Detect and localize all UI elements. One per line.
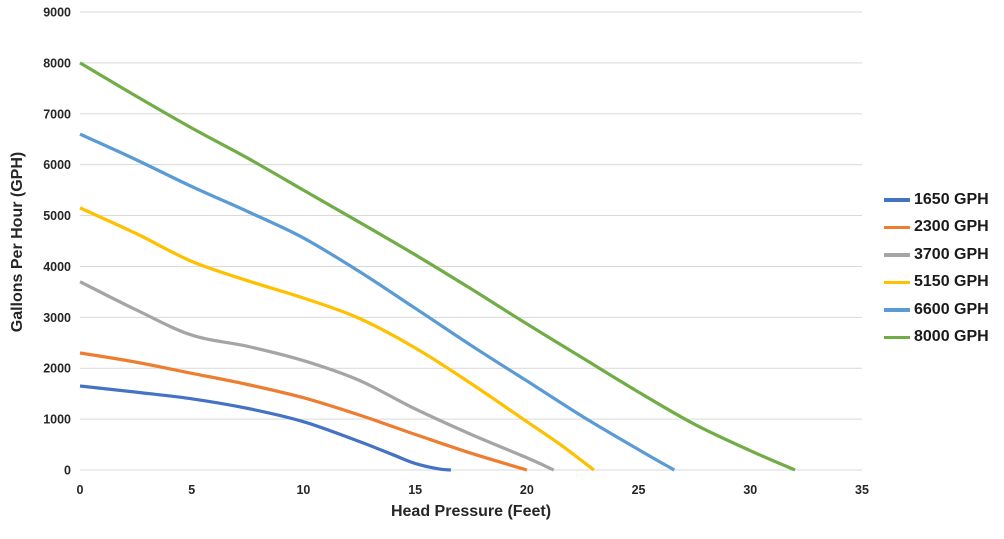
legend-item-8000-gph: 8000 GPH [884, 324, 989, 352]
x-axis-title: Head Pressure (Feet) [390, 503, 552, 520]
legend-item-5150-gph: 5150 GPH [884, 269, 989, 297]
legend: 1650 GPH 2300 GPH 3700 GPH 5150 GPH 6600 GPH… [884, 186, 989, 351]
legend-label: 2300 GPH [914, 218, 989, 236]
y-tick-5000: 5000 [43, 209, 71, 223]
legend-item-2300-gph: 2300 GPH [884, 214, 989, 242]
legend-item-6600-gph: 6600 GPH [884, 296, 989, 324]
series-line-6600-gph [79, 132, 676, 472]
y-axis-title: Gallons Per Hour (GPH) [9, 151, 26, 333]
y-tick-4000: 4000 [43, 260, 71, 274]
x-tick-15: 15 [408, 483, 422, 497]
y-tick-8000: 8000 [43, 56, 71, 70]
legend-swatch-icon [884, 198, 910, 202]
legend-swatch-icon [884, 280, 910, 284]
x-tick-25: 25 [632, 483, 646, 497]
x-tick-30: 30 [743, 483, 757, 497]
legend-label: 5150 GPH [914, 273, 989, 291]
legend-label: 1650 GPH [914, 190, 989, 208]
series-line-8000-gph [79, 61, 796, 472]
series-line-1650-gph [79, 384, 452, 472]
series-line-3700-gph [79, 280, 555, 472]
series-line-5150-gph [79, 206, 595, 472]
legend-label: 3700 GPH [914, 245, 989, 263]
series-line-2300-gph [79, 351, 528, 472]
y-tick-3000: 3000 [43, 311, 71, 325]
legend-swatch-icon [884, 225, 910, 229]
y-tick-6000: 6000 [43, 158, 71, 172]
legend-swatch-icon [884, 308, 910, 312]
y-tick-2000: 2000 [43, 362, 71, 376]
legend-swatch-icon [884, 253, 910, 257]
y-tick-0: 0 [64, 464, 71, 478]
legend-label: 8000 GPH [914, 328, 989, 346]
x-tick-20: 20 [520, 483, 534, 497]
y-tick-9000: 9000 [43, 6, 71, 20]
y-tick-1000: 1000 [43, 413, 71, 427]
legend-item-3700-gph: 3700 GPH [884, 241, 989, 269]
x-tick-0: 0 [77, 483, 84, 497]
x-tick-5: 5 [188, 483, 195, 497]
legend-label: 6600 GPH [914, 300, 989, 318]
y-tick-7000: 7000 [43, 107, 71, 121]
x-tick-10: 10 [296, 483, 310, 497]
legend-item-1650-gph: 1650 GPH [884, 186, 989, 214]
x-tick-35: 35 [855, 483, 869, 497]
legend-swatch-icon [884, 335, 910, 339]
